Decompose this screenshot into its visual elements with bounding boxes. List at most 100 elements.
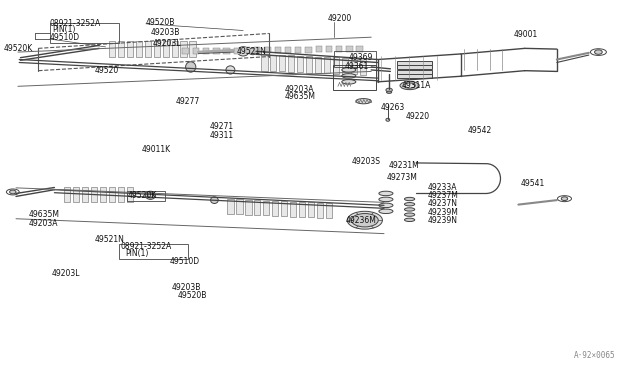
Text: PIN(1): PIN(1)	[52, 25, 76, 34]
Text: 49263: 49263	[380, 103, 404, 112]
Ellipse shape	[386, 118, 390, 121]
Ellipse shape	[347, 211, 383, 229]
Bar	[91, 187, 97, 202]
Text: 49520K: 49520K	[3, 44, 33, 53]
Bar	[203, 48, 209, 54]
Bar	[336, 46, 342, 52]
Bar	[261, 54, 268, 71]
Ellipse shape	[10, 190, 16, 194]
Bar	[306, 56, 312, 73]
Ellipse shape	[342, 74, 356, 78]
Bar	[290, 202, 296, 217]
Bar	[145, 41, 151, 57]
Text: 49203S: 49203S	[352, 157, 381, 166]
Bar	[118, 41, 124, 57]
Bar	[299, 202, 305, 217]
Ellipse shape	[356, 99, 371, 104]
Bar	[172, 41, 178, 57]
Text: 49200: 49200	[328, 14, 352, 23]
Bar	[234, 48, 240, 54]
Bar	[245, 200, 252, 215]
Bar	[119, 244, 188, 259]
Bar	[315, 57, 321, 73]
Bar	[397, 70, 432, 74]
Ellipse shape	[404, 83, 415, 88]
Ellipse shape	[237, 47, 249, 56]
Bar	[397, 74, 432, 78]
Bar	[127, 41, 133, 57]
Text: 49361: 49361	[344, 62, 369, 71]
Bar	[244, 48, 250, 54]
Bar	[227, 199, 234, 214]
Text: 49237N: 49237N	[428, 199, 458, 208]
Bar	[100, 187, 106, 202]
Bar	[213, 48, 220, 54]
Text: 49203L: 49203L	[152, 39, 181, 48]
Bar	[295, 47, 301, 53]
Text: 49635M: 49635M	[29, 210, 60, 219]
Bar	[127, 187, 133, 202]
Bar	[316, 46, 322, 52]
Text: 49271: 49271	[210, 122, 234, 131]
Text: 49001: 49001	[513, 30, 538, 39]
Ellipse shape	[400, 81, 419, 90]
Bar	[305, 46, 312, 52]
Text: 49520B: 49520B	[146, 18, 175, 27]
Ellipse shape	[351, 214, 378, 227]
Bar	[263, 201, 269, 215]
Bar	[193, 48, 199, 54]
Text: 49542: 49542	[467, 126, 492, 135]
Ellipse shape	[404, 208, 415, 211]
Bar	[270, 55, 276, 71]
Text: 49220: 49220	[406, 112, 430, 121]
Ellipse shape	[404, 218, 415, 221]
Text: PIN(1): PIN(1)	[125, 249, 149, 258]
Text: 49011K: 49011K	[142, 145, 172, 154]
Bar	[397, 61, 432, 65]
Bar	[342, 58, 348, 74]
Ellipse shape	[404, 197, 415, 201]
Text: 49520B: 49520B	[178, 291, 207, 300]
Bar	[154, 41, 160, 57]
Bar	[279, 55, 285, 71]
Bar	[334, 51, 376, 67]
Ellipse shape	[404, 213, 415, 217]
Bar	[351, 58, 357, 74]
Bar	[397, 65, 432, 69]
Bar	[285, 47, 291, 53]
Ellipse shape	[379, 203, 393, 208]
Bar	[346, 46, 353, 52]
Bar	[73, 187, 79, 202]
Bar	[326, 203, 332, 218]
Text: 49239M: 49239M	[428, 208, 458, 217]
Ellipse shape	[387, 91, 392, 93]
Text: 49203B: 49203B	[172, 283, 201, 292]
Bar	[275, 47, 281, 53]
Ellipse shape	[145, 191, 156, 199]
Bar	[254, 47, 260, 53]
Bar	[118, 187, 124, 202]
Text: 49311: 49311	[210, 131, 234, 140]
Ellipse shape	[342, 80, 356, 84]
Ellipse shape	[148, 193, 153, 198]
Text: 49541: 49541	[521, 179, 545, 188]
Text: 49233A: 49233A	[428, 183, 457, 192]
Bar	[297, 56, 303, 72]
Text: 08921-3252A: 08921-3252A	[50, 19, 101, 28]
Bar	[308, 202, 314, 217]
Bar	[109, 187, 115, 202]
Ellipse shape	[379, 191, 393, 196]
Ellipse shape	[211, 197, 218, 203]
Bar	[50, 23, 119, 43]
Text: 49203A: 49203A	[284, 85, 314, 94]
Ellipse shape	[186, 62, 196, 72]
Text: 49635M: 49635M	[284, 92, 315, 101]
Ellipse shape	[248, 48, 257, 55]
Bar	[189, 41, 196, 57]
Bar	[333, 65, 376, 90]
Ellipse shape	[342, 68, 356, 72]
Text: 49277: 49277	[175, 97, 200, 106]
Ellipse shape	[379, 197, 393, 202]
Ellipse shape	[379, 209, 393, 214]
Text: 49510D: 49510D	[170, 257, 200, 266]
